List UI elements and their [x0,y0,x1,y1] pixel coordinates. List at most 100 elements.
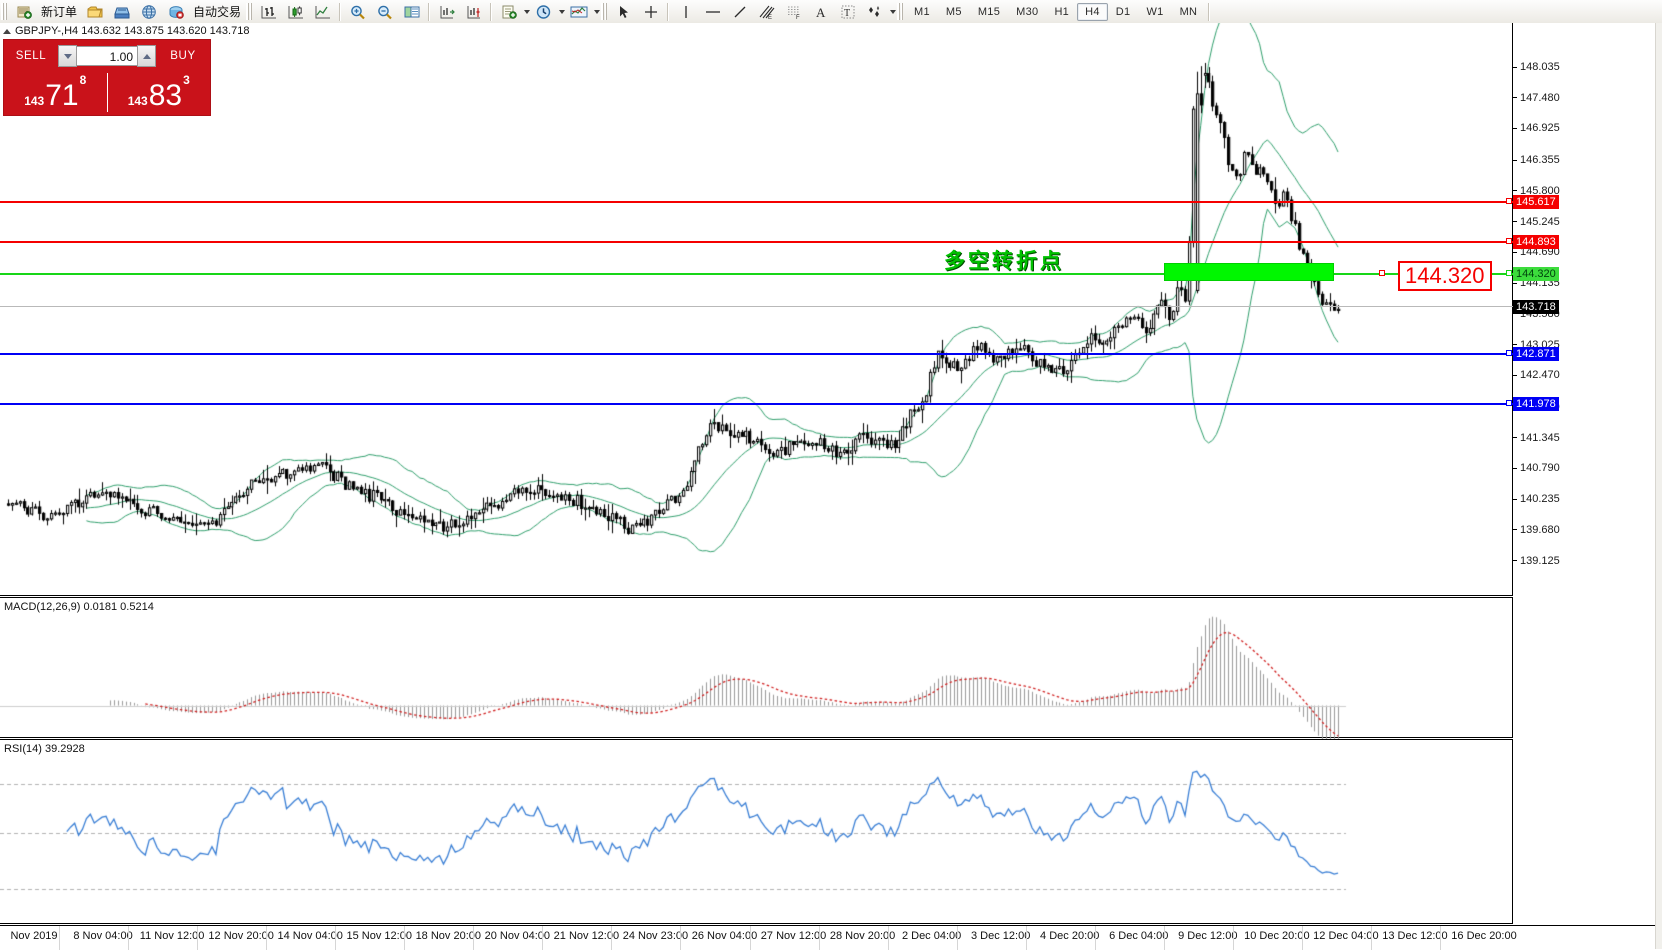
macd-indicator-label[interactable]: MACD(12,26,9) 0.0181 0.5214 [3,601,155,613]
timeframe-w1[interactable]: W1 [1146,5,1164,18]
chart-window[interactable]: 多空转折点 144.320 MACD(12,26,9) 0.0181 0.521… [0,23,1662,950]
supply-demand-zone-rect[interactable] [1164,263,1334,281]
buy-button[interactable]: BUY [170,50,196,62]
volume-stepper[interactable]: 1.00 [58,45,156,67]
time-label: 14 Nov 04:00 [277,930,343,942]
level-line-handle[interactable] [1506,238,1512,245]
price-level-tag[interactable]: 144.893 [1513,235,1559,250]
price-level-line[interactable] [0,353,1513,356]
new-order-label[interactable]: 新订单 [41,5,78,19]
price-level-tag[interactable]: 141.978 [1513,396,1559,411]
toolbar-grip-2[interactable] [246,3,254,20]
fibonacci-icon[interactable]: F [780,0,807,23]
indicators-dropdown-caret-icon[interactable] [594,9,601,14]
template-dropdown-caret-icon[interactable] [524,9,531,14]
sell-button[interactable]: SELL [15,50,47,62]
price-scale[interactable]: 148.035 147.480 146.925 146.355 145.800 145.2… [1513,23,1662,925]
volume-increase-button[interactable] [137,45,156,67]
price-level-line[interactable] [0,272,1513,275]
volume-input[interactable]: 1.00 [77,46,137,66]
timeframe-m5[interactable]: M5 [945,5,962,18]
sell-price[interactable]: 143 71 8 [4,70,107,115]
autotrading-icon[interactable] [162,0,189,23]
one-click-divider [106,73,108,112]
chart-plot-area[interactable]: 多空转折点 144.320 MACD(12,26,9) 0.0181 0.521… [0,23,1513,925]
time-tick-separator [1301,926,1303,950]
price-level-tag[interactable]: 144.320 [1513,266,1559,281]
pointer-icon[interactable] [610,0,637,23]
data-window-icon[interactable] [398,0,425,23]
text-icon[interactable]: A [807,0,834,23]
period-icon[interactable] [530,0,557,23]
time-tick-separator [749,926,751,950]
text-label-icon[interactable]: T [834,0,861,23]
buy-price-fraction: 3 [183,73,190,87]
toolbar-separator-2 [428,2,431,21]
period-dropdown-caret-icon[interactable] [559,9,566,14]
time-tick-separator [266,926,268,950]
time-tick-separator [404,926,406,950]
annotation-text[interactable]: 多空转折点 [944,249,1064,273]
price-candles-canvas [0,23,1513,596]
chart-collapse-icon[interactable] [3,28,11,34]
candlestick-icon[interactable] [282,0,309,23]
price-level-tag[interactable]: 143.718 [1513,300,1559,315]
main-price-pane[interactable] [0,23,1513,596]
timeframe-h1[interactable]: H1 [1054,5,1070,18]
rsi-indicator-label[interactable]: RSI(14) 39.2928 [3,743,86,755]
globe-icon[interactable] [135,0,162,23]
equidistant-channel-icon[interactable]: E [753,0,780,23]
crosshair-icon[interactable] [637,0,664,23]
auto-trading-label[interactable]: 自动交易 [193,5,242,19]
level-line-handle[interactable] [1506,350,1512,357]
rsi-pane[interactable] [0,739,1513,925]
buy-price[interactable]: 143 83 3 [108,70,211,115]
price-level-tag[interactable]: 145.617 [1513,194,1559,209]
timeframe-h4[interactable]: H4 [1077,2,1108,21]
callout-anchor-handle[interactable] [1379,269,1385,276]
line-chart-icon[interactable] [309,0,336,23]
sell-price-fraction: 8 [79,73,87,87]
toolbar-grip-1[interactable] [1,3,8,20]
price-level-line[interactable] [0,200,1513,203]
template-icon[interactable] [495,0,522,23]
time-label: 12 Nov 20:00 [208,930,274,942]
time-label: 13 Dec 12:00 [1382,930,1448,942]
shapes-icon[interactable] [861,0,888,23]
price-level-line[interactable] [0,402,1513,405]
timeframe-m1[interactable]: M1 [914,5,930,18]
vertical-line-icon[interactable] [672,0,699,23]
shapes-dropdown-caret-icon[interactable] [890,9,897,14]
timeframe-m30[interactable]: M30 [1016,5,1039,18]
volume-decrease-button[interactable] [58,45,77,67]
horizontal-line-icon[interactable] [699,0,726,23]
level-line-handle[interactable] [1506,269,1512,276]
price-level-line[interactable] [0,306,1513,308]
time-tick-separator [818,926,820,950]
zoom-in-icon[interactable] [344,0,371,23]
price-callout-label[interactable]: 144.320 [1398,261,1492,291]
price-level-tag[interactable]: 142.871 [1513,347,1559,362]
toolbar-grip-4[interactable] [897,3,905,20]
trend-line-icon[interactable] [726,0,753,23]
level-line-handle[interactable] [1506,197,1512,204]
time-tick-separator [887,926,889,950]
macd-pane[interactable] [0,597,1513,739]
toolbar-grip-3[interactable] [601,3,609,20]
auto-scroll-icon[interactable] [433,0,460,23]
zoom-out-icon[interactable] [371,0,398,23]
level-line-handle[interactable] [1506,399,1512,406]
time-tick-separator [1370,926,1372,950]
profiles-icon[interactable] [108,0,135,23]
time-scale[interactable]: Nov 2019 8 Nov 04:00 11 Nov 12:00 12 Nov 20… [0,925,1662,950]
price-level-line[interactable] [0,241,1513,244]
indicators-icon[interactable] [565,0,592,23]
one-click-trading-panel[interactable]: SELL 1.00 BUY 143 71 8 143 83 3 [3,39,211,116]
bar-chart-icon[interactable] [255,0,282,23]
folder-icon[interactable] [81,0,108,23]
chart-shift-icon[interactable] [460,0,487,23]
new-order-icon[interactable] [10,0,37,23]
timeframe-m15[interactable]: M15 [977,5,1001,18]
timeframe-mn[interactable]: MN [1179,5,1198,18]
timeframe-d1[interactable]: D1 [1115,5,1131,18]
